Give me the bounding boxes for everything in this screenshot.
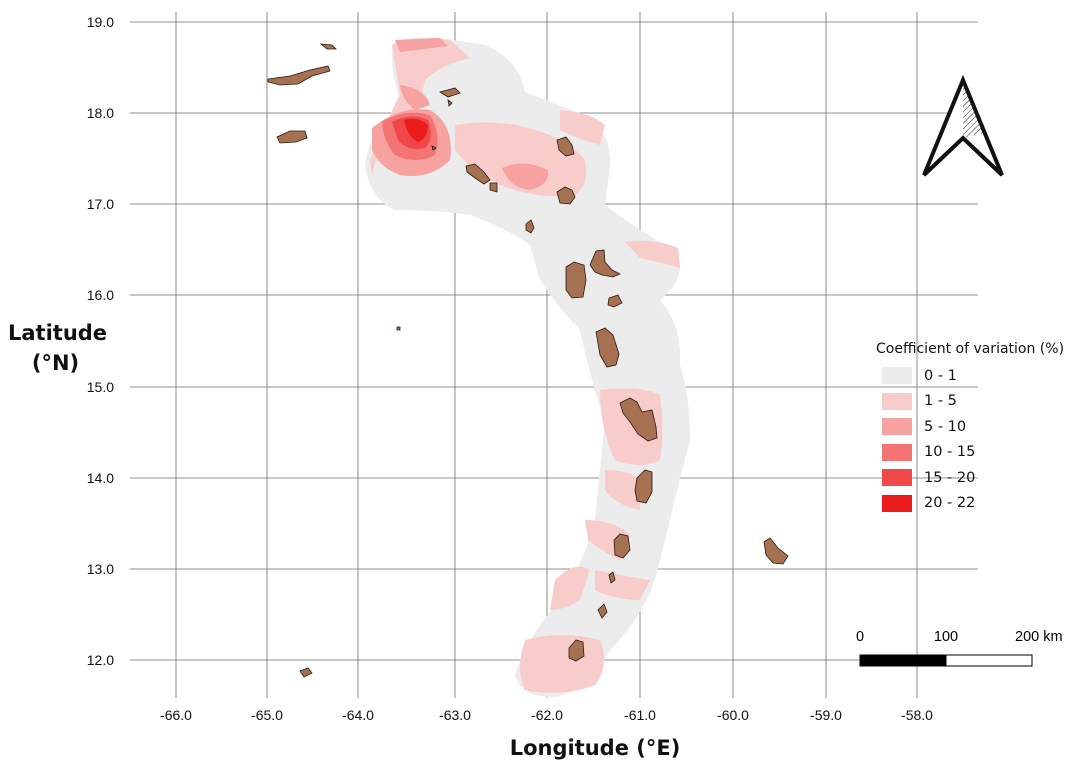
island-shape	[439, 87, 461, 98]
y-axis-title-line2: (°N)	[31, 351, 80, 375]
cv-class-20-22	[404, 118, 428, 142]
island-shape	[396, 326, 401, 331]
cv-class-5-10	[395, 38, 448, 52]
legend-swatch	[882, 367, 912, 385]
scale-bar: 0 100 200 km	[856, 629, 1063, 667]
x-axis-title: Longitude (°E)	[509, 736, 681, 760]
y-axis-title: Latitude (°N)	[8, 318, 108, 378]
lat-tick-label: 13.0	[87, 561, 114, 577]
y-axis-title-line1: Latitude	[8, 321, 108, 345]
island-shape	[556, 186, 576, 205]
cv-class-1-5	[370, 38, 470, 176]
lat-tick-label: 12.0	[87, 652, 114, 668]
island-shape	[276, 130, 308, 144]
legend-swatch	[882, 469, 912, 487]
cv-class-1-5	[605, 470, 640, 510]
island-shape	[489, 182, 498, 193]
legend-swatch	[882, 494, 912, 512]
scale-label-0: 0	[856, 629, 864, 645]
legend-label: 20 - 22	[924, 495, 976, 512]
island-shape	[465, 163, 491, 185]
legend-item: 10 - 15	[876, 440, 1071, 466]
legend-item: 5 - 10	[876, 414, 1071, 440]
lon-tick-label: -65.0	[251, 707, 283, 723]
legend-label: 15 - 20	[924, 469, 976, 486]
lon-tick-label: -58.0	[901, 707, 933, 723]
island-shape	[431, 145, 437, 151]
scale-label-200: 200 km	[1015, 629, 1063, 645]
island-shape	[447, 99, 453, 107]
legend: Coefficient of variation (%) 0 - 1 1 - 5…	[876, 341, 1071, 516]
island-shape	[556, 136, 575, 157]
lat-tick-label: 18.0	[87, 105, 114, 121]
cv-class-1-5	[560, 110, 605, 145]
island-shape	[595, 327, 620, 368]
legend-item: 20 - 22	[876, 491, 1071, 517]
legend-item: 0 - 1	[876, 363, 1071, 389]
island-shape	[299, 667, 313, 678]
legend-swatch	[882, 443, 912, 461]
cv-class-1-5	[595, 570, 650, 600]
island-shape	[619, 397, 658, 442]
latitude-tick-labels: 19.0 18.0 17.0 16.0 15.0 14.0 13.0 12.0	[87, 14, 114, 668]
legend-label: 0 - 1	[924, 367, 957, 384]
scale-label-100: 100	[934, 629, 958, 645]
cv-class-1-5	[520, 635, 604, 694]
lat-tick-label: 14.0	[87, 470, 114, 486]
lon-tick-label: -61.0	[624, 707, 656, 723]
island-shape	[319, 43, 337, 50]
legend-label: 5 - 10	[924, 418, 967, 435]
lon-tick-label: -62.0	[531, 707, 563, 723]
island-shape	[267, 65, 331, 86]
cv-class-5-10	[400, 85, 430, 110]
north-arrow-icon	[922, 74, 1004, 177]
cv-class-1-5	[625, 240, 680, 268]
lon-tick-label: -60.0	[717, 707, 749, 723]
lat-tick-label: 16.0	[87, 287, 114, 303]
island-shape	[597, 603, 608, 619]
island-shape	[525, 219, 535, 234]
lat-tick-label: 15.0	[87, 379, 114, 395]
legend-swatch	[882, 392, 912, 410]
cv-class-1-5	[550, 566, 590, 610]
lon-tick-label: -66.0	[160, 707, 192, 723]
island-shape	[565, 261, 587, 299]
lon-tick-label: -63.0	[439, 707, 471, 723]
lat-tick-label: 17.0	[87, 196, 114, 212]
legend-title: Coefficient of variation (%)	[876, 341, 1065, 357]
legend-label: 1 - 5	[924, 393, 957, 410]
island-shape	[589, 249, 621, 278]
cv-class-1-5	[600, 388, 663, 465]
islands	[267, 43, 789, 678]
island-shape	[568, 639, 585, 662]
lon-tick-label: -64.0	[342, 707, 374, 723]
island-shape	[607, 294, 623, 308]
legend-swatch	[882, 418, 912, 436]
cv-class-5-10	[502, 163, 549, 190]
legend-label: 10 - 15	[924, 444, 976, 461]
cv-raster	[365, 37, 690, 698]
lat-tick-label: 19.0	[87, 14, 114, 30]
legend-item: 15 - 20	[876, 465, 1071, 491]
legend-item: 1 - 5	[876, 389, 1071, 415]
island-shape	[613, 533, 631, 559]
island-shape	[634, 469, 653, 504]
island-shape	[608, 571, 616, 584]
longitude-tick-labels: -66.0 -65.0 -64.0 -63.0 -62.0 -61.0 -60.…	[160, 707, 933, 723]
island-shape	[763, 537, 789, 565]
lon-tick-label: -59.0	[810, 707, 842, 723]
